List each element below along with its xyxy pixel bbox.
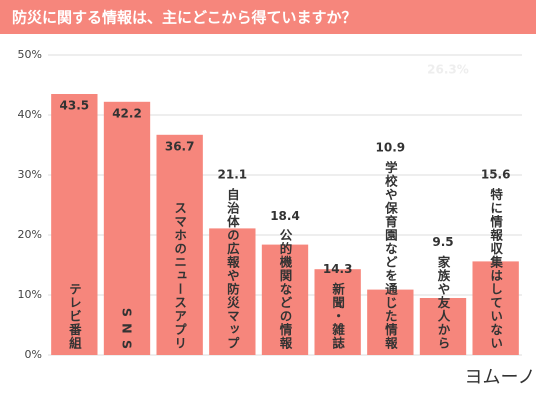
category-label: 公的機関などの情報 xyxy=(278,229,293,351)
value-label: 15.6 xyxy=(481,168,511,182)
y-tick-label: 30% xyxy=(18,168,42,181)
value-label: 36.7 xyxy=(165,139,195,153)
value-label: 14.3 xyxy=(323,262,353,276)
bar xyxy=(314,269,361,355)
category-label: S N S xyxy=(120,308,135,350)
annotation: 26.3% xyxy=(427,63,469,77)
bar xyxy=(472,261,519,355)
bar xyxy=(209,228,256,355)
category-label: スマホのニュースアプリ xyxy=(172,202,187,351)
value-label: 43.5 xyxy=(60,99,90,113)
y-tick-label: 0% xyxy=(25,348,42,361)
category-label: 自治体の広報や防災マップ xyxy=(225,187,240,350)
category-label: 特に情報収集はしていない xyxy=(488,187,503,350)
value-label: 42.2 xyxy=(112,106,142,120)
category-label: 新聞・雑誌 xyxy=(330,282,345,351)
y-tick-label: 10% xyxy=(18,288,42,301)
logo: ヨムーノ xyxy=(465,367,536,388)
category-label: 家族や友人から xyxy=(436,255,451,351)
bar xyxy=(261,244,309,355)
bar xyxy=(156,134,203,355)
y-tick-label: 20% xyxy=(18,228,42,241)
value-label: 10.9 xyxy=(376,141,406,155)
category-label: 学校や保育園などを通じた情報 xyxy=(383,160,398,350)
value-label: 18.4 xyxy=(270,209,300,223)
chart-title: 防災に関する情報は、主にどこから得ていますか？ xyxy=(12,9,357,27)
title-bar xyxy=(0,0,536,34)
value-label: 21.1 xyxy=(218,168,248,182)
value-label: 9.5 xyxy=(432,235,453,249)
bar xyxy=(367,289,414,355)
category-label: テレビ番組 xyxy=(67,283,82,351)
y-tick-label: 50% xyxy=(18,48,42,61)
bar xyxy=(103,101,151,355)
y-tick-label: 40% xyxy=(18,108,42,121)
bar xyxy=(419,298,467,355)
bar xyxy=(51,94,98,355)
